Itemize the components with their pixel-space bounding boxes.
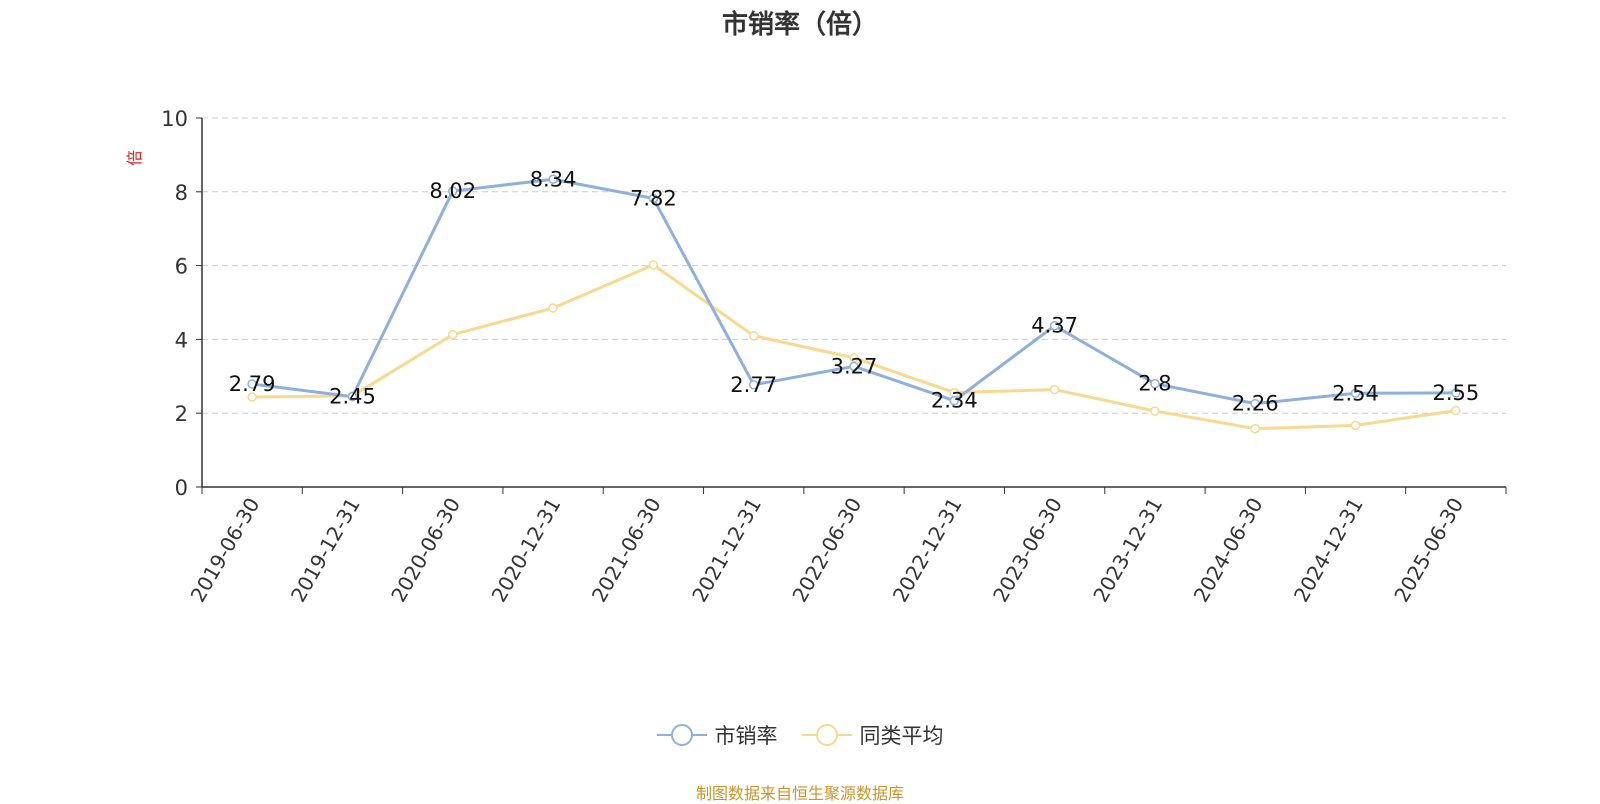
data-point-series-0[interactable] xyxy=(1250,398,1260,409)
series-lines xyxy=(247,174,1461,434)
x-tick-label: 2024-12-31 xyxy=(1289,494,1368,607)
data-point-series-0[interactable] xyxy=(648,193,659,204)
data-point-series-0[interactable] xyxy=(849,361,859,372)
x-tick-label: 2023-12-31 xyxy=(1088,494,1167,607)
data-point-series-1[interactable] xyxy=(247,392,257,402)
y-tick-label: 6 xyxy=(175,255,188,279)
data-label: 8.34 xyxy=(530,167,577,191)
data-label: 2.55 xyxy=(1432,381,1479,405)
legend-item-sales-ratio[interactable]: 市销率 xyxy=(656,720,778,750)
y-tick-label: 0 xyxy=(175,476,188,500)
legend-label-peer-average: 同类平均 xyxy=(859,724,944,748)
y-tick-label: 4 xyxy=(175,328,188,352)
data-point-series-1[interactable] xyxy=(1049,384,1060,395)
data-label: 2.77 xyxy=(730,373,777,397)
x-tick-label: 2023-06-30 xyxy=(988,494,1067,607)
data-label: 2.54 xyxy=(1332,381,1379,405)
data-point-series-1[interactable] xyxy=(748,330,759,341)
data-point-series-1[interactable] xyxy=(1451,405,1461,416)
data-label: 2.79 xyxy=(229,372,276,396)
data-point-series-1[interactable] xyxy=(548,303,558,313)
data-point-series-0[interactable] xyxy=(548,174,558,185)
y-tick-label: 2 xyxy=(175,402,188,426)
x-tick-label: 2022-06-30 xyxy=(787,494,866,607)
x-tick-label: 2022-12-31 xyxy=(888,494,967,607)
data-point-series-1[interactable] xyxy=(1250,423,1260,434)
x-tick-label: 2020-12-31 xyxy=(487,494,566,607)
data-label: 3.27 xyxy=(831,354,878,378)
y-axis-label: 倍 xyxy=(125,150,144,166)
data-point-series-0[interactable] xyxy=(748,380,759,390)
data-point-series-0[interactable] xyxy=(247,379,257,389)
data-point-series-0[interactable] xyxy=(448,186,458,196)
data-label: 2.26 xyxy=(1232,392,1279,416)
x-tick-label: 2019-06-30 xyxy=(186,494,265,607)
data-point-series-0[interactable] xyxy=(949,395,960,406)
data-labels: 2.79 2.45 8.02 8.34 7.82 2.77 3.27 2.34 4.37 2.8 2… xyxy=(229,167,1479,415)
data-label: 2.8 xyxy=(1138,372,1171,396)
source-note: 制图数据来自恒生聚源数据库 xyxy=(695,784,904,803)
legend-label-sales-ratio: 市销率 xyxy=(714,724,778,748)
data-point-series-1[interactable] xyxy=(648,260,659,270)
x-tick-label: 2024-06-30 xyxy=(1189,494,1268,607)
x-tick-label: 2021-06-30 xyxy=(587,494,666,607)
chart-title: 市销率（倍） xyxy=(721,10,878,40)
data-point-series-1[interactable] xyxy=(448,329,458,340)
y-tick-label: 10 xyxy=(161,107,188,131)
data-label: 8.02 xyxy=(429,179,476,203)
data-point-series-0[interactable] xyxy=(1350,388,1361,399)
x-tick-label: 2020-06-30 xyxy=(386,494,465,607)
y-tick-label: 8 xyxy=(175,181,188,205)
legend: 市销率 同类平均 xyxy=(0,720,1600,750)
legend-marker-peer-average-icon xyxy=(801,724,852,746)
data-point-series-0[interactable] xyxy=(1150,378,1160,389)
legend-item-peer-average[interactable]: 同类平均 xyxy=(801,720,944,750)
data-label: 7.82 xyxy=(630,186,677,210)
grid-lines xyxy=(202,117,1506,414)
data-point-series-0[interactable] xyxy=(347,391,358,402)
axes: 0 2 4 6 8 10 倍 2019-06-30 2019-12-31 2020-06-30 20… xyxy=(125,107,1507,607)
x-tick-label: 2021-12-31 xyxy=(687,494,766,607)
legend-marker-sales-ratio-icon xyxy=(656,724,707,746)
x-tick-label: 2025-06-30 xyxy=(1389,494,1468,607)
data-point-series-1[interactable] xyxy=(1350,420,1361,431)
data-label: 2.34 xyxy=(931,389,978,413)
data-point-series-1[interactable] xyxy=(1150,406,1160,416)
data-point-series-0[interactable] xyxy=(1049,320,1060,331)
data-label: 4.37 xyxy=(1031,314,1078,338)
data-point-series-0[interactable] xyxy=(1451,388,1461,398)
data-label: 2.45 xyxy=(329,385,376,409)
x-tick-label: 2019-12-31 xyxy=(286,494,365,607)
